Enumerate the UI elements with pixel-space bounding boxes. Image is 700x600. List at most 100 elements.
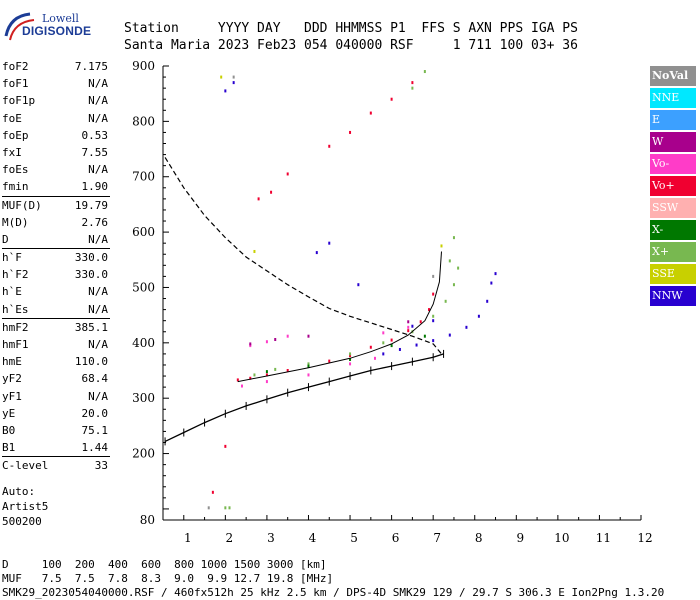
param-value: N/A: [88, 389, 108, 403]
param-value: 33: [94, 459, 108, 473]
trace-point-x-: [457, 266, 460, 270]
x-tick-label: 6: [392, 531, 400, 545]
trace-point-vo-: [373, 356, 376, 360]
param-value: 68.4: [81, 372, 109, 386]
header-line-1: Station YYYY DAY DDD HHMMSS P1 FFS S AXN…: [124, 21, 578, 36]
param-row-hf2: h`F2 330.0: [2, 266, 110, 283]
param-key: yF1: [2, 389, 22, 403]
trace-point-nnw: [432, 319, 435, 323]
footer-info: D 100 200 400 600 800 1000 1500 3000 [km…: [2, 558, 664, 600]
param-key: foF2: [2, 60, 29, 73]
electron-density-profile: [164, 353, 444, 442]
trace-point-vo-: [265, 380, 268, 384]
trace-point-nnw: [328, 241, 331, 245]
y-tick-label: 700: [132, 170, 155, 184]
param-separator: [2, 456, 110, 458]
legend-item-x-: X-: [650, 220, 696, 240]
param-row-hmf2: hmF2 385.1: [2, 319, 110, 336]
param-value: 7.175: [74, 60, 108, 73]
trace-point-nnw: [315, 251, 318, 255]
param-key: yF2: [2, 372, 22, 386]
param-row-foep: foEp 0.53: [2, 127, 110, 144]
trace-point-x-: [253, 373, 256, 377]
param-key: M(D): [2, 215, 29, 229]
param-row-hme: hmE 110.0: [2, 353, 110, 370]
auto-program: Artist5: [2, 500, 49, 513]
param-key: h`E: [2, 285, 22, 299]
param-separator: [2, 248, 110, 250]
trace-point-vo-: [407, 329, 410, 333]
trace-point-w: [407, 320, 410, 324]
autoscaling-info: Auto: Artist5 500200: [2, 484, 48, 529]
trace-point-nnw: [415, 343, 418, 347]
param-key: hmF1: [2, 338, 29, 351]
trace-point-x-: [349, 357, 352, 361]
param-row-md: M(D) 2.76: [2, 214, 110, 231]
param-row-b1: B1 1.44: [2, 439, 110, 456]
auto-version: 500200: [2, 515, 42, 528]
param-value: 20.0: [81, 406, 109, 420]
trace-point-vo-: [286, 334, 289, 338]
param-row-fmin: fmin 1.90: [2, 178, 110, 195]
trace-point-vo-: [349, 354, 352, 358]
trace-point-vo-: [428, 308, 431, 312]
trace-point-vo-: [382, 331, 385, 335]
param-value: 1.90: [81, 180, 109, 194]
logo-brand-line1: Lowell: [42, 12, 79, 25]
param-key: B1: [2, 441, 16, 455]
param-value: N/A: [88, 163, 108, 177]
trace-point-vo-: [240, 384, 243, 388]
trace-point-x-: [411, 86, 414, 90]
trace-point-nnw: [411, 324, 414, 328]
trace-point-x-: [307, 362, 310, 366]
trace-point-x-: [382, 341, 385, 345]
trace-point-nnw: [357, 283, 360, 287]
chart-traces: [207, 70, 497, 510]
trace-point-vo-: [286, 369, 289, 373]
param-value: 0.53: [81, 128, 109, 142]
param-value: 330.0: [74, 268, 108, 282]
x-tick-label: 7: [433, 531, 441, 545]
param-value: N/A: [88, 338, 108, 351]
polarization-legend: NoVal NNE E W Vo- Vo+ SSW X- X+ SSE NNW: [650, 66, 696, 308]
station-header: Station YYYY DAY DDD HHMMSS P1 FFS S AXN…: [124, 20, 578, 54]
trace-point-nnw: [490, 281, 493, 285]
param-value: 330.0: [74, 251, 108, 265]
trace-point-x-: [228, 506, 231, 510]
trace-point-x-: [349, 352, 352, 356]
logo-swoosh-icon: [4, 12, 35, 41]
x-tick-label: 11: [596, 531, 611, 545]
param-row-b0: B0 75.1: [2, 422, 110, 439]
param-key: foEs: [2, 163, 29, 177]
param-row-d: D N/A: [2, 231, 110, 248]
trace-point-vo-: [307, 373, 310, 377]
param-key: fmin: [2, 180, 29, 194]
trace-point-x-: [452, 236, 455, 240]
dashed-profile-curve: [164, 157, 442, 355]
param-row-yf1: yF1 N/A: [2, 388, 110, 405]
param-value: N/A: [88, 302, 108, 316]
x-tick-label: 3: [267, 531, 275, 545]
param-row-fxi: fxI 7.55: [2, 144, 110, 161]
y-tick-label: 200: [132, 447, 155, 461]
param-value: 19.79: [74, 198, 108, 212]
chart-curves: [164, 157, 445, 446]
trace-point-vo-: [236, 378, 239, 382]
param-value: N/A: [88, 285, 108, 299]
trace-point-vo-: [407, 325, 410, 329]
footer-distance-row: D 100 200 400 600 800 1000 1500 3000 [km…: [2, 558, 327, 571]
param-key: h`Es: [2, 302, 29, 316]
trace-point-w: [307, 334, 310, 338]
param-key: foF1: [2, 77, 29, 91]
legend-item-sse: SSE: [650, 264, 696, 284]
trace-point-vo-: [249, 344, 252, 348]
param-row-yf2: yF2 68.4: [2, 370, 110, 387]
trace-point-vo-: [270, 190, 273, 194]
param-row-fof1: foF1 N/A: [2, 75, 110, 92]
param-key: yE: [2, 406, 16, 420]
param-value: 1.44: [81, 441, 109, 455]
chart-axes: 1 2 3 4 5 6 7 8 9 10 11 122003004005006007008009008…: [132, 59, 653, 545]
trace-point-vo-: [390, 97, 393, 101]
trace-point-nnw: [448, 333, 451, 337]
param-value: N/A: [88, 77, 108, 91]
